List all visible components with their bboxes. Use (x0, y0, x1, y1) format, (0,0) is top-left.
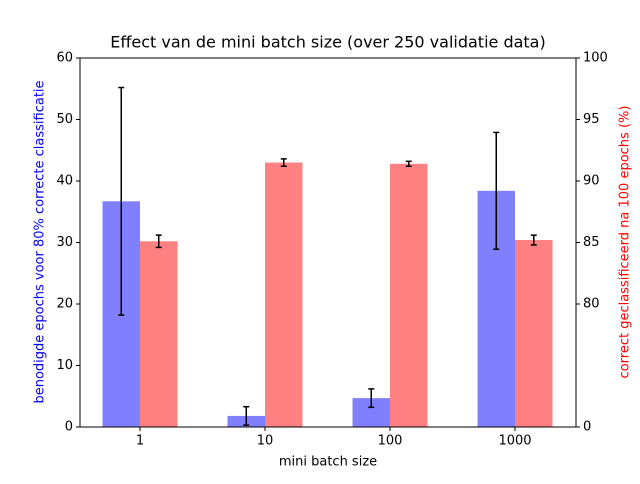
y-tick-label: 20 (56, 297, 73, 312)
plot-frame (79, 57, 577, 428)
x-tick-label: 1 (136, 434, 144, 449)
bar (515, 240, 553, 427)
y2-tick-label: 95 (583, 112, 600, 127)
x-axis-label: mini batch size (279, 455, 377, 470)
y2-tick-label: 85 (583, 235, 600, 250)
y-tick-label: 30 (56, 235, 73, 250)
x-tick-label: 10 (257, 434, 274, 449)
y2-tick-label: 90 (583, 174, 600, 189)
y-tick-label: 40 (56, 174, 73, 189)
y-tick-label: 60 (56, 51, 73, 66)
error-bar (243, 405, 250, 426)
chart-title: Effect van de mini batch size (over 250 … (110, 33, 545, 52)
y-axis-label: benodigde epochs voor 80% correcte class… (33, 80, 48, 403)
y2-tick-label: 100 (583, 51, 608, 66)
error-bar (530, 234, 537, 246)
bar (265, 162, 303, 428)
error-bar (280, 158, 287, 167)
y-tick-label: 50 (56, 112, 73, 127)
y-tick-label: 10 (56, 358, 73, 373)
error-bar (405, 160, 412, 167)
bar (140, 241, 178, 427)
error-bar (368, 388, 375, 409)
x-tick-label: 1000 (498, 434, 531, 449)
x-tick-label: 100 (378, 434, 403, 449)
error-bar (493, 131, 500, 251)
y2-tick-label: 80 (583, 297, 600, 312)
y2-tick-label: 0 (583, 420, 591, 435)
y2-axis-label: correct geclassificeerd na 100 epochs (%… (618, 106, 633, 379)
bar (390, 163, 428, 427)
error-bar (118, 86, 125, 316)
y-tick-label: 0 (65, 420, 73, 435)
error-bar (155, 234, 162, 249)
